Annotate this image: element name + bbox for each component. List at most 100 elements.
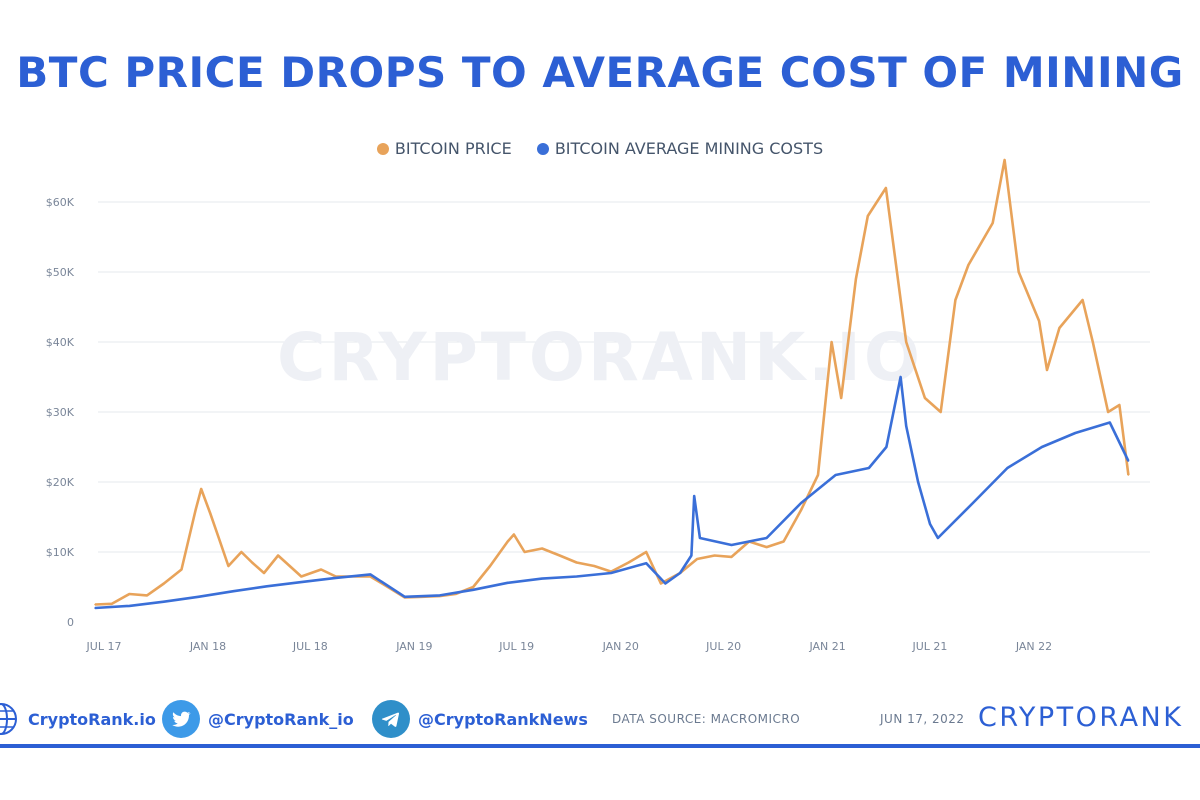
price-point	[924, 397, 926, 399]
cost-point	[917, 481, 919, 483]
price-point	[94, 603, 96, 606]
y-tick-label: $20K	[46, 476, 75, 489]
cost-point	[439, 594, 441, 597]
footer-website[interactable]: CryptoRank.io	[0, 700, 156, 738]
x-tick-label: JUL 20	[705, 640, 741, 653]
cost-point	[1109, 421, 1111, 424]
cost-point	[610, 572, 612, 574]
price-point	[1017, 271, 1020, 273]
cost-point	[472, 589, 475, 591]
cost-point	[1074, 432, 1077, 434]
price-point	[1038, 320, 1040, 322]
cost-point	[885, 446, 888, 448]
cost-point	[232, 590, 235, 592]
legend-label-cost: BITCOIN AVERAGE MINING COSTS	[554, 139, 824, 158]
footer-telegram-label: @CryptoRankNews	[418, 709, 588, 729]
y-tick-label: 0	[67, 616, 74, 629]
price-point	[954, 299, 957, 301]
y-tick-label: $40K	[46, 336, 75, 349]
price-point	[251, 561, 253, 564]
cost-point	[128, 605, 131, 607]
price-point	[782, 540, 785, 543]
price-point	[905, 341, 907, 343]
chart-area: CRYPTORANK.IO 0$10K$20K$30K$40K$50K$60K …	[46, 158, 1150, 653]
price-point	[111, 603, 113, 605]
price-point	[730, 556, 733, 558]
price-point	[300, 575, 303, 578]
price-point	[713, 554, 716, 557]
cost-point	[541, 577, 543, 580]
price-point	[830, 341, 833, 343]
price-point	[209, 512, 212, 515]
price-point	[558, 554, 561, 557]
cost-point	[664, 582, 667, 585]
price-point	[696, 558, 698, 560]
price-point	[593, 565, 595, 567]
price-point	[800, 509, 802, 511]
price-point	[1081, 299, 1084, 301]
cost-point	[899, 376, 902, 378]
price-point	[627, 561, 630, 564]
x-tick-label: JAN 20	[602, 640, 639, 653]
grid-lines	[98, 201, 1150, 553]
cost-point	[197, 596, 200, 598]
y-tick-label: $30K	[46, 406, 75, 419]
brand-logo: CRYPTORANK	[978, 702, 1184, 733]
cost-point	[506, 582, 509, 584]
cost-point	[404, 596, 406, 598]
cost-point	[730, 544, 733, 546]
bottom-rule	[0, 744, 1200, 748]
x-tick-label: JAN 19	[395, 640, 432, 653]
footer: CryptoRank.io @CryptoRank_io @CryptoRank…	[0, 690, 1200, 744]
price-point	[240, 551, 243, 553]
cost-point	[905, 425, 907, 427]
footer-telegram[interactable]: @CryptoRankNews	[372, 700, 588, 738]
cost-point	[369, 573, 372, 576]
price-point	[575, 561, 578, 564]
cost-point	[575, 575, 578, 578]
cost-point	[300, 581, 303, 583]
x-tick-label: JUL 17	[86, 640, 122, 653]
price-point	[523, 551, 526, 553]
twitter-icon	[162, 700, 200, 738]
price-point	[885, 187, 887, 189]
x-tick-label: JAN 22	[1015, 640, 1052, 653]
cost-point	[690, 554, 693, 557]
cost-point	[266, 585, 268, 588]
legend-dot-price	[376, 142, 389, 155]
x-tick-label: JUL 19	[498, 640, 534, 653]
price-point	[645, 551, 647, 553]
price-point	[194, 509, 197, 511]
y-tick-label: $10K	[46, 546, 75, 559]
y-tick-label: $50K	[46, 266, 75, 279]
cost-point	[765, 537, 768, 539]
price-point	[1003, 159, 1006, 161]
price-point	[939, 411, 942, 413]
telegram-icon	[372, 700, 410, 738]
cost-point	[1006, 467, 1009, 469]
cost-point	[1127, 460, 1130, 462]
price-point	[227, 565, 230, 567]
footer-twitter[interactable]: @CryptoRank_io	[162, 700, 354, 738]
price-point	[1046, 369, 1048, 371]
price-point	[1107, 411, 1109, 413]
price-point	[128, 593, 131, 595]
report-date: JUN 17, 2022	[880, 712, 965, 726]
price-point	[218, 537, 220, 539]
series-line-bitcoin-price	[94, 158, 1130, 606]
cost-point	[94, 607, 96, 609]
price-point	[967, 264, 970, 266]
price-point	[867, 215, 869, 217]
price-point	[146, 594, 148, 597]
y-tick-label: $60K	[46, 196, 75, 209]
price-point	[1092, 341, 1094, 343]
legend: BITCOIN PRICE BITCOIN AVERAGE MINING COS…	[0, 139, 1200, 159]
cost-point	[972, 502, 974, 504]
legend-label-price: BITCOIN PRICE	[394, 139, 512, 158]
price-point	[817, 474, 819, 476]
x-tick-label: JAN 21	[808, 640, 845, 653]
cost-point	[834, 474, 837, 476]
cost-point	[1041, 446, 1043, 448]
x-tick-label: JUL 21	[912, 640, 948, 653]
cost-point	[163, 600, 165, 603]
